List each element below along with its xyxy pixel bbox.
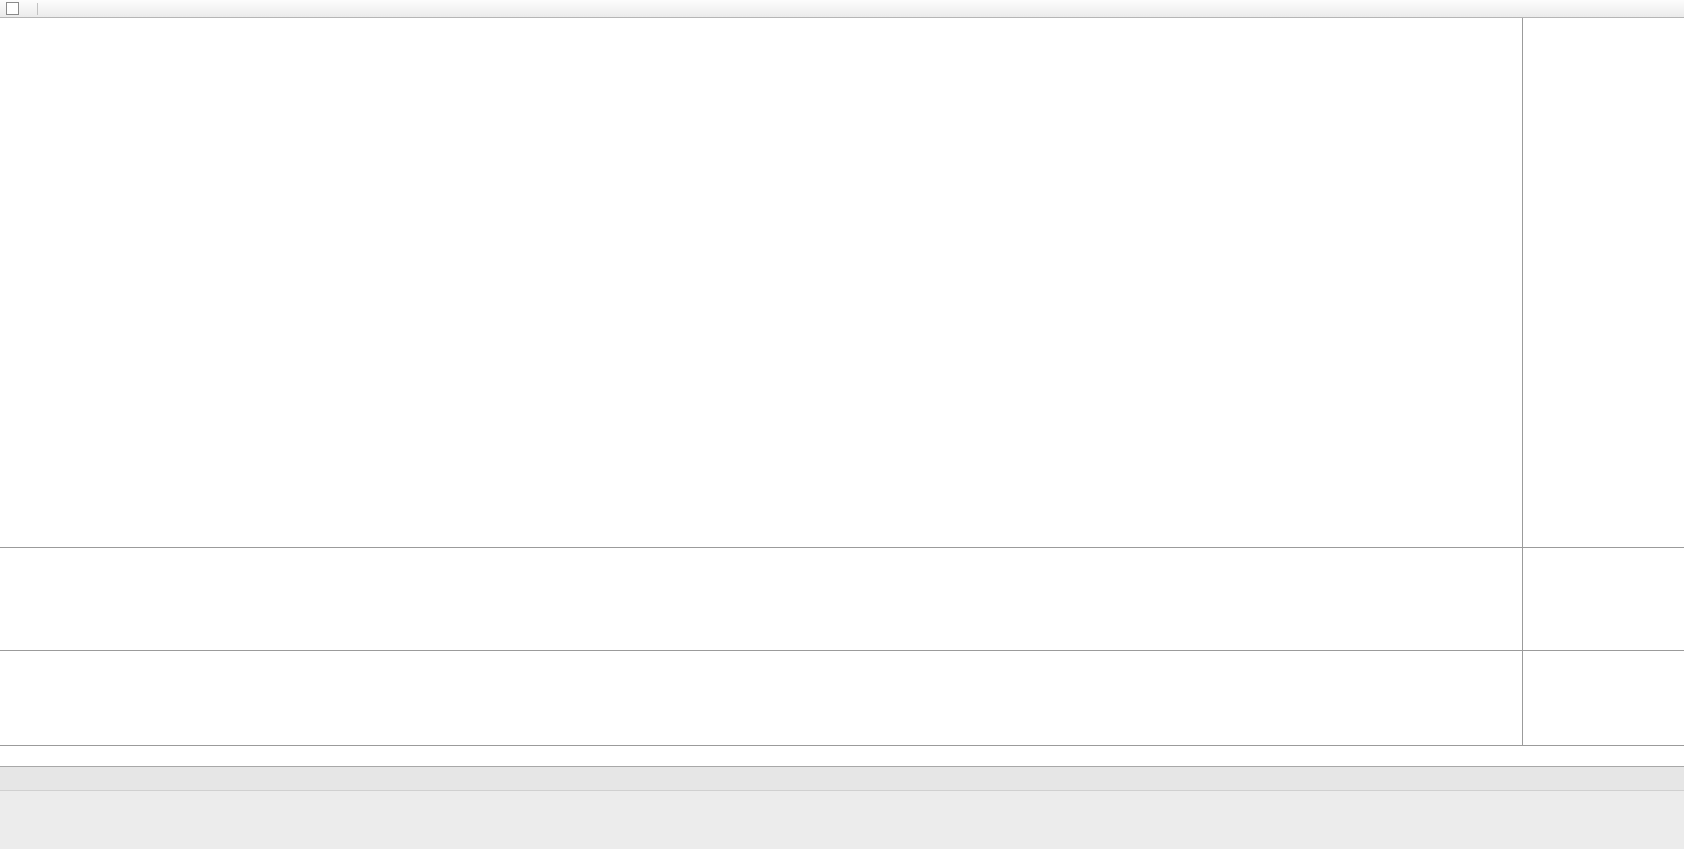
panel-separator-main-rsi[interactable]	[0, 547, 1684, 548]
chart-canvas[interactable]	[0, 0, 1522, 745]
chart-tabs-bar	[0, 766, 1684, 790]
toolbar-separator	[37, 2, 38, 15]
pointer-tool-button[interactable]	[4, 1, 21, 17]
price-axis-border	[1522, 18, 1523, 745]
chart-title-bar	[6, 22, 34, 34]
toolbar	[0, 0, 1684, 18]
panel-separator-rsi-macd[interactable]	[0, 650, 1684, 651]
time-axis[interactable]	[0, 745, 1522, 766]
panel-separator-macd-dates[interactable]	[0, 745, 1684, 746]
macd-label	[5, 655, 16, 666]
price-axis[interactable]	[1523, 0, 1683, 745]
pointer-tool-icon	[6, 2, 19, 15]
rsi-label	[5, 552, 11, 563]
line-objects-layer	[0, 0, 1522, 745]
status-bar	[0, 790, 1684, 849]
cursor-tool-button[interactable]	[24, 1, 29, 17]
